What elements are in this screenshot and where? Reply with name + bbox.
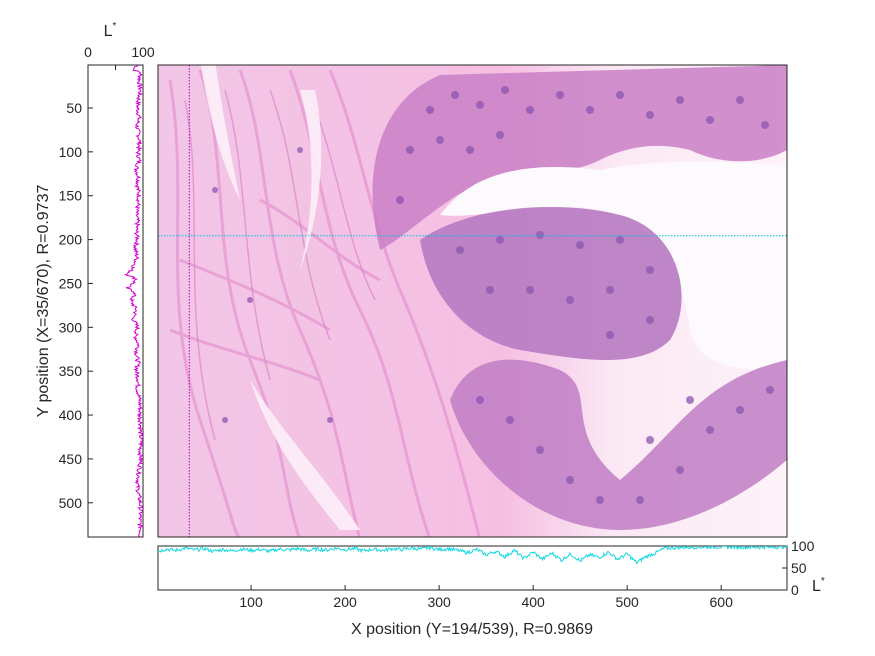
left-ytick-label: 200 (59, 232, 83, 248)
bottom-xtick-label: 400 (521, 594, 545, 610)
bottom-ytick-label: 0 (791, 582, 799, 598)
histology-image (158, 65, 787, 537)
bottom-xtick-label: 200 (333, 594, 357, 610)
left-ytick-label: 250 (59, 275, 83, 291)
left-ytick-label: 150 (59, 188, 83, 204)
image-frame (157, 64, 788, 538)
left-ytick-label: 450 (59, 451, 83, 467)
left-ylabel: Y position (X=35/670), R=0.9737 (35, 185, 52, 418)
bottom-xtick-label: 100 (239, 594, 263, 610)
epithelium-lower (450, 359, 787, 530)
bottom-xtick-label: 600 (710, 594, 734, 610)
bottom-xlabel: X position (Y=194/539), R=0.9869 (351, 621, 593, 638)
epithelium-tongue (420, 207, 682, 360)
nuclei (212, 86, 774, 504)
left-profile-title: L* (104, 21, 117, 40)
bottom-ytick-label: 50 (791, 560, 807, 576)
left-top-tick-100: 100 (131, 44, 155, 60)
epithelium-upper (372, 65, 787, 250)
left-top-tick-0: 0 (84, 44, 92, 60)
bottom-profile-line (158, 546, 787, 565)
bottom-profile-ylabel: L* (812, 576, 825, 595)
left-ytick-label: 100 (59, 144, 83, 160)
left-ytick-label: 350 (59, 363, 83, 379)
bottom-xtick-label: 300 (427, 594, 451, 610)
left-ytick-label: 400 (59, 407, 83, 423)
left-profile-axes: 50 100 150 200 250 300 350 400 450 500 L* 0 100 Y… (35, 21, 155, 538)
bottom-profile-axes: 100 200 300 400 500 600 0 50 100 L* X position (… (157, 538, 825, 638)
left-ytick-label: 500 (59, 495, 83, 511)
lumen (440, 161, 787, 370)
left-profile-line (124, 65, 143, 537)
left-ytick-label: 50 (66, 100, 82, 116)
left-ytick-label: 300 (59, 319, 83, 335)
bottom-ytick-label: 100 (791, 538, 815, 554)
bottom-xtick-label: 500 (615, 594, 639, 610)
